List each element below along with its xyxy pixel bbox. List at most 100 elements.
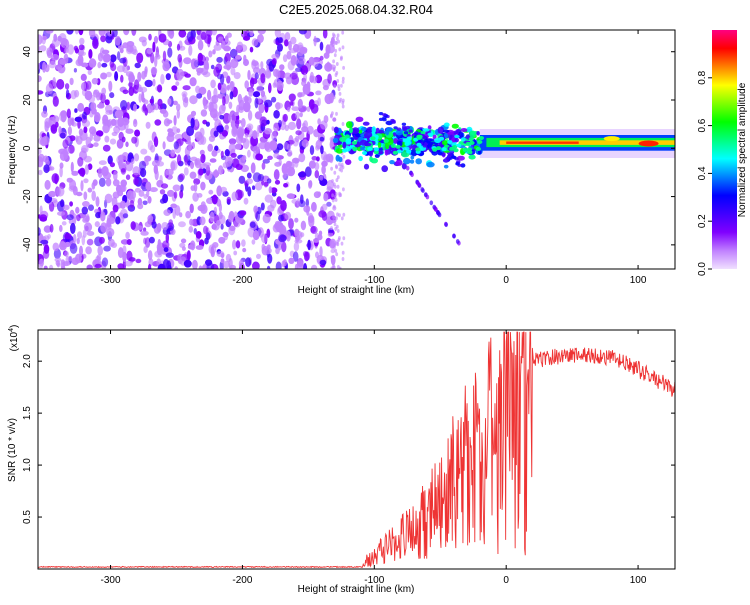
heatmap-cell [113, 170, 118, 181]
heatmap-cell [249, 46, 254, 53]
heatmap-cell [226, 75, 231, 84]
heatmap-cell [257, 30, 266, 35]
heatmap-cell [154, 119, 162, 126]
heatmap-cell [92, 38, 99, 49]
heatmap-cell [255, 233, 260, 240]
heatmap-cell [268, 82, 272, 94]
heatmap-cell [227, 213, 235, 223]
heatmap-cell [243, 197, 249, 205]
heatmap-cell [340, 55, 343, 60]
heatmap-cell [216, 93, 223, 99]
heatmap-cell [362, 121, 370, 126]
heatmap-cell [427, 125, 432, 130]
heatmap-cell [441, 147, 447, 152]
heatmap-cell [183, 167, 189, 176]
heatmap-cell [75, 135, 79, 142]
heatmap-cell [167, 47, 173, 58]
heatmap-cell [416, 135, 422, 140]
heatmap-cell [270, 187, 278, 194]
x-tick-label: -300 [101, 575, 121, 586]
heatmap-cell [260, 202, 265, 211]
heatmap-cell [56, 79, 65, 90]
heatmap-cell [67, 44, 75, 55]
heatmap-cell [45, 30, 54, 34]
heatmap-cell [276, 196, 282, 205]
heatmap-cell [341, 30, 345, 35]
heatmap-cell [73, 68, 77, 73]
heatmap-cell [238, 106, 245, 113]
heatmap-cell [241, 239, 246, 247]
heatmap-cell [48, 190, 57, 198]
heatmap-cell [228, 138, 237, 145]
heatmap-cell [244, 95, 249, 103]
heatmap-cell [386, 127, 394, 132]
heatmap-cell [275, 69, 281, 80]
heatmap-cell [337, 237, 341, 242]
heatmap-cell [279, 64, 285, 71]
heatmap-cell [217, 36, 224, 43]
heatmap-cell [97, 52, 104, 62]
heatmap-cell [300, 194, 304, 205]
heatmap-cell [335, 71, 339, 75]
heatmap-cell [291, 199, 298, 204]
heatmap-cell [178, 173, 185, 181]
heatmap-cell [198, 168, 204, 176]
heatmap-cell [341, 250, 345, 255]
heatmap-cell [333, 222, 337, 227]
heatmap-cell [135, 258, 142, 264]
heatmap-cell [128, 74, 136, 83]
heatmap-cell [126, 239, 132, 245]
heatmap-cell [160, 73, 165, 85]
heatmap-cell [299, 112, 303, 118]
heatmap-cell [228, 225, 236, 236]
heatmap-cell [39, 214, 48, 222]
heatmap-cell [267, 204, 275, 212]
heatmap-cell [172, 208, 176, 219]
heatmap-cell [333, 245, 336, 250]
heatmap-cell [189, 218, 194, 226]
heatmap-cell [320, 120, 328, 130]
heatmap-cell [244, 80, 249, 89]
heatmap-cell [70, 222, 76, 234]
heatmap-cell [86, 264, 93, 269]
heatmap-cell [291, 157, 300, 164]
heatmap-cell [91, 77, 99, 85]
heatmap-cell [252, 185, 256, 190]
heatmap-cell [43, 164, 50, 174]
heatmap-cell [385, 141, 390, 150]
heatmap-cell [289, 100, 294, 106]
heatmap-cell [101, 87, 107, 96]
heatmap-cell [429, 200, 434, 206]
x-tick-label: -100 [364, 575, 384, 586]
heatmap-cell [335, 111, 338, 116]
heatmap-cell [205, 121, 210, 127]
y-tick-label: 0 [22, 145, 33, 151]
heatmap-cell [331, 193, 334, 198]
heatmap-cell [317, 118, 321, 125]
heatmap-cell [137, 203, 144, 210]
heatmap-cell [220, 150, 224, 158]
heatmap-cell [266, 119, 270, 125]
heatmap-cell [265, 70, 272, 79]
heatmap-cell [263, 99, 273, 108]
heatmap-cell [51, 38, 61, 47]
heatmap-cell [138, 36, 147, 43]
heatmap-cell [38, 227, 41, 236]
heatmap-cell [351, 127, 360, 134]
heatmap-cell [178, 30, 187, 38]
heatmap-cell [176, 68, 185, 80]
heatmap-cell [303, 72, 307, 84]
heatmap-cell [184, 146, 191, 157]
heatmap-cell [274, 30, 281, 38]
heatmap-cell [327, 232, 334, 238]
heatmap-cell [405, 165, 410, 171]
heatmap-cell [306, 81, 311, 90]
heatmap-cell [131, 30, 137, 36]
heatmap-cell [258, 102, 265, 114]
heatmap-cell [209, 158, 217, 163]
heatmap-cell [184, 73, 191, 78]
heatmap-cell [226, 84, 230, 91]
heatmap-cell [478, 136, 484, 140]
heatmap-cell [94, 263, 102, 269]
heatmap-cell [68, 219, 73, 225]
